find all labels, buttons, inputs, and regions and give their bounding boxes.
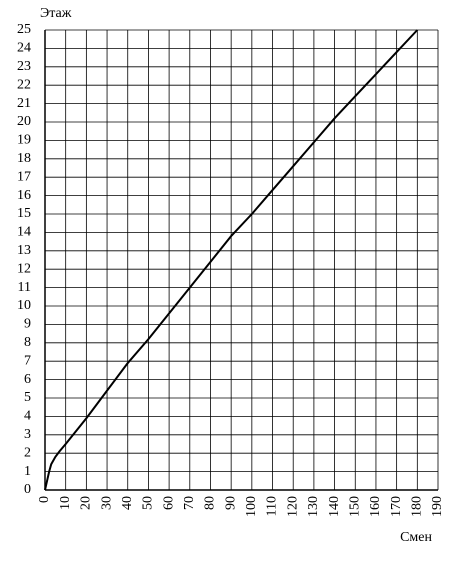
x-tick-label: 10 (58, 496, 73, 510)
x-axis-label: Смен (400, 530, 432, 545)
y-tick-label: 9 (24, 317, 31, 332)
y-tick-label: 2 (24, 445, 31, 460)
x-tick-label: 160 (368, 496, 383, 517)
x-tick-label: 110 (265, 496, 280, 516)
x-tick-label: 150 (347, 496, 362, 517)
y-tick-label: 18 (17, 151, 31, 166)
x-tick-label: 80 (203, 496, 218, 510)
y-axis-label: Этаж (40, 6, 72, 21)
y-tick-label: 3 (24, 427, 31, 442)
y-tick-label: 15 (17, 206, 31, 221)
x-tick-label: 50 (141, 496, 156, 510)
x-tick-label: 140 (327, 496, 342, 517)
y-tick-label: 21 (17, 96, 31, 111)
y-tick-label: 6 (24, 372, 31, 387)
y-tick-label: 23 (17, 59, 31, 74)
y-tick-label: 1 (24, 464, 31, 479)
x-tick-label: 170 (389, 496, 404, 517)
y-tick-label: 13 (17, 243, 31, 258)
x-tick-label: 20 (79, 496, 94, 510)
x-tick-label: 190 (430, 496, 445, 517)
y-tick-label: 20 (17, 114, 31, 129)
y-tick-label: 25 (17, 22, 31, 37)
y-tick-label: 19 (17, 133, 31, 148)
x-tick-label: 120 (285, 496, 300, 517)
y-tick-label: 11 (18, 280, 31, 295)
y-tick-label: 0 (24, 482, 31, 497)
data-line (44, 29, 419, 491)
x-tick-label: 30 (99, 496, 114, 510)
y-tick-label: 24 (17, 41, 31, 56)
y-tick-label: 4 (24, 409, 31, 424)
x-tick-label: 180 (410, 496, 425, 517)
y-tick-label: 17 (17, 169, 31, 184)
y-tick-label: 8 (24, 335, 31, 350)
x-tick-label: 60 (161, 496, 176, 510)
x-tick-label: 40 (120, 496, 135, 510)
y-tick-label: 10 (17, 298, 31, 313)
x-tick-label: 0 (37, 496, 52, 503)
y-tick-label: 22 (17, 77, 31, 92)
x-tick-label: 130 (306, 496, 321, 517)
y-tick-label: 7 (24, 353, 31, 368)
y-tick-label: 5 (24, 390, 31, 405)
x-tick-label: 100 (244, 496, 259, 517)
y-tick-label: 16 (17, 188, 31, 203)
y-tick-label: 14 (17, 225, 31, 240)
x-tick-label: 70 (182, 496, 197, 510)
x-tick-label: 90 (223, 496, 238, 510)
y-tick-label: 12 (17, 261, 31, 276)
